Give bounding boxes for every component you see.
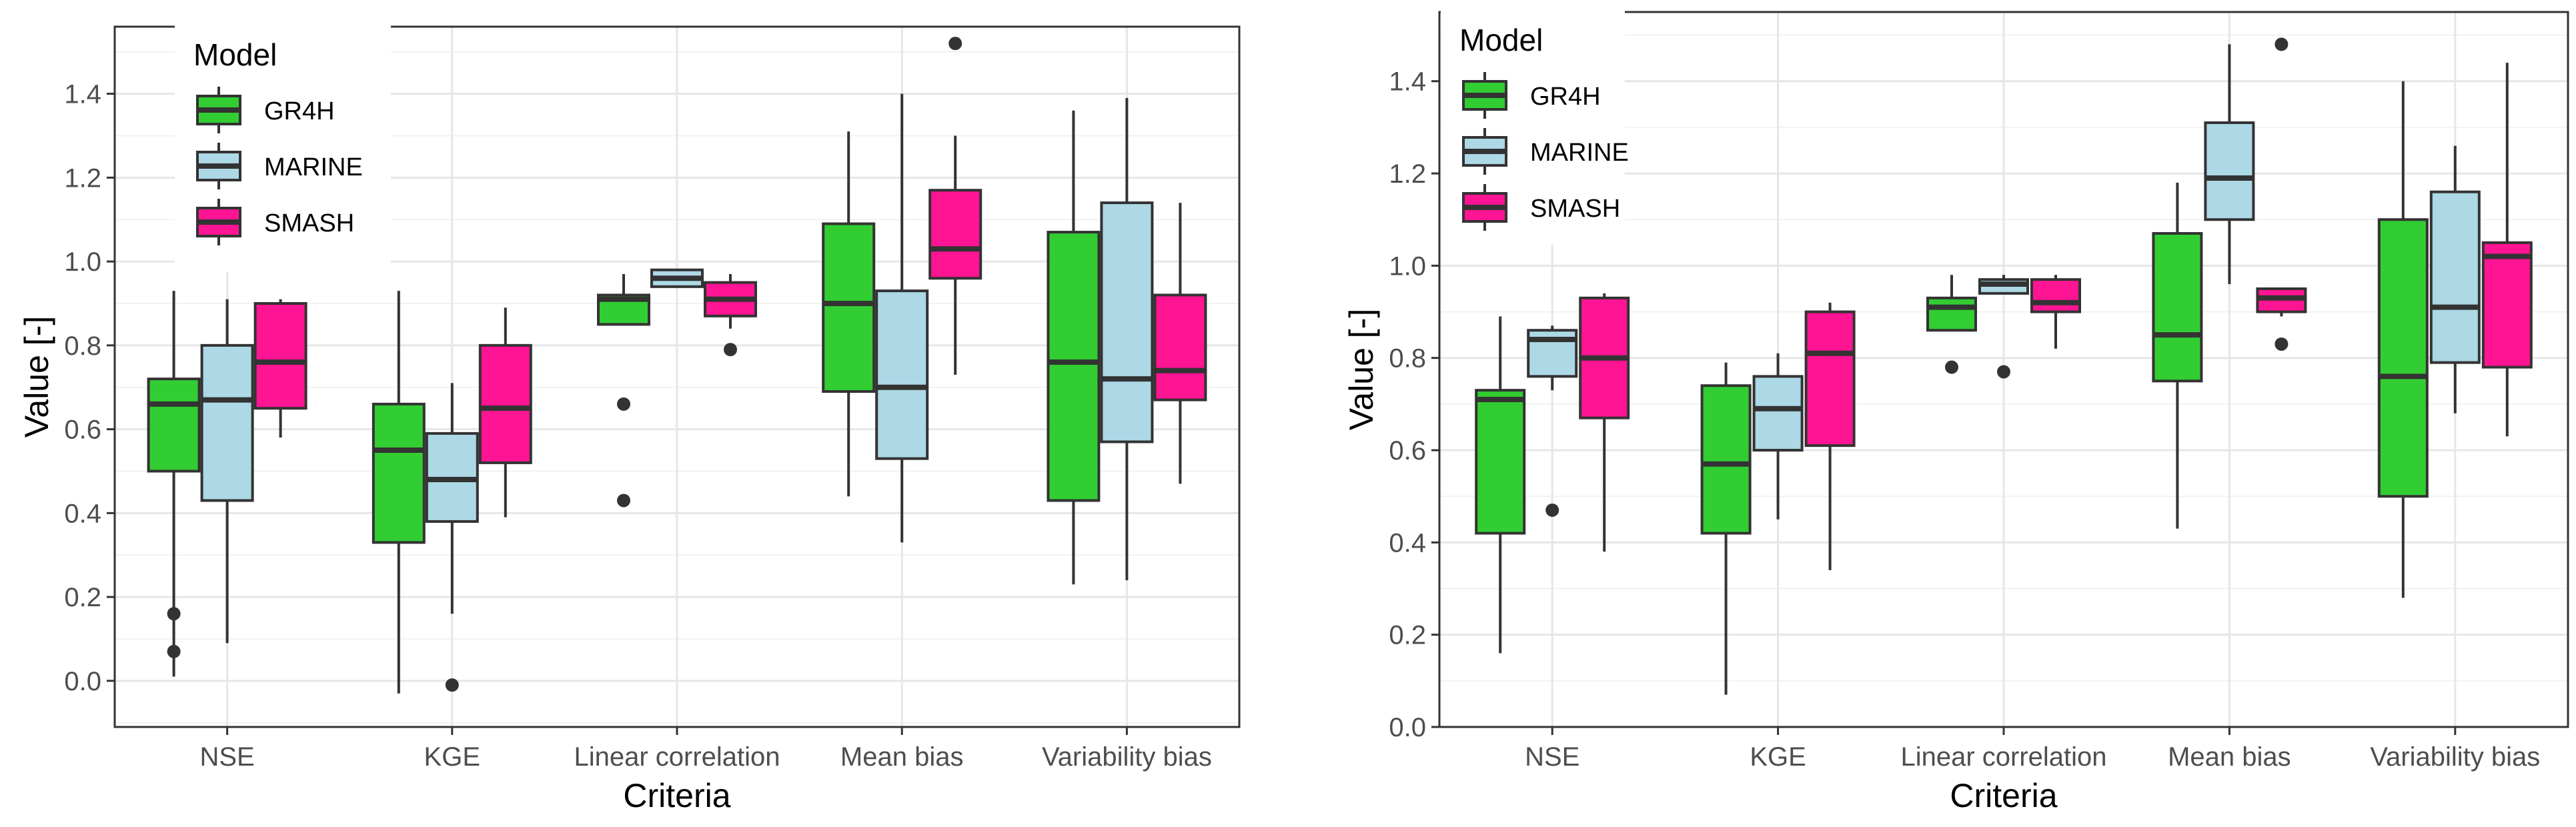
x-axis: NSE KGE Linear correlation Mean bias Variabi… <box>199 727 1212 772</box>
y-tick-label: 0.6 <box>1389 436 1426 466</box>
box-body <box>1752 375 1804 452</box>
outlier-point <box>1945 360 1958 374</box>
legend-label-marine: MARINE <box>264 153 363 181</box>
y-axis-title: Value [-] <box>1343 309 1380 431</box>
boxplot-chart-left: 0.0 0.2 0.4 0.6 0.8 1.0 1.2 1.4 NSE KGE Linear cor… <box>18 25 1241 814</box>
box-body <box>2481 241 2533 369</box>
series-marine <box>1527 44 2481 520</box>
y-axis: 0.0 0.2 0.4 0.6 0.8 1.0 1.2 1.4 <box>1389 67 1439 742</box>
y-tick-label: 1.0 <box>64 247 101 277</box>
outlier-point <box>1997 365 2010 379</box>
y-tick-label: 0.8 <box>1389 344 1426 373</box>
box-body <box>1475 389 1526 535</box>
box-body <box>372 402 426 544</box>
x-tick-label: Mean bias <box>840 742 964 772</box>
outlier-point <box>724 343 737 357</box>
x-tick-label: Mean bias <box>2168 742 2291 772</box>
box-body <box>2429 190 2481 364</box>
x-tick-label: KGE <box>1750 742 1806 772</box>
x-tick-label: NSE <box>1525 742 1579 772</box>
y-tick-label: 0.8 <box>64 331 101 361</box>
legend-label-smash: SMASH <box>264 209 354 237</box>
box-body <box>1700 384 1752 535</box>
x-axis-title: Criteria <box>1950 777 2057 814</box>
outlier-point <box>167 644 181 658</box>
y-tick-label: 0.0 <box>64 667 101 696</box>
series-gr4h <box>1475 81 2429 695</box>
x-tick-label: Linear correlation <box>574 742 780 772</box>
outlier-point <box>167 607 181 621</box>
x-axis: NSE KGE Linear correlation Mean bias Variabi… <box>1525 727 2540 772</box>
box-body <box>822 222 876 393</box>
y-tick-label: 0.6 <box>64 416 101 445</box>
y-tick-label: 0.4 <box>64 499 101 528</box>
y-axis-title: Value [-] <box>18 316 55 438</box>
x-tick-label: KGE <box>424 742 480 772</box>
series-smash <box>253 37 1207 518</box>
box-body <box>147 377 201 473</box>
y-tick-label: 1.2 <box>1389 159 1426 189</box>
y-axis: 0.0 0.2 0.4 0.6 0.8 1.0 1.2 1.4 <box>64 80 115 696</box>
y-tick-label: 1.4 <box>1389 67 1426 97</box>
box-body <box>253 301 307 410</box>
y-tick-label: 0.4 <box>1389 528 1426 558</box>
y-tick-label: 1.0 <box>1389 251 1426 281</box>
outlier-point <box>1545 503 1559 517</box>
outlier-point <box>2275 37 2289 51</box>
y-tick-label: 1.2 <box>64 163 101 193</box>
y-tick-label: 0.2 <box>1389 621 1426 650</box>
box-body <box>2030 278 2081 313</box>
box-body <box>1926 296 1977 332</box>
box-body <box>478 343 532 464</box>
outlier-point <box>2275 337 2289 351</box>
y-tick-label: 0.0 <box>1389 713 1426 742</box>
box-body <box>1047 231 1101 502</box>
box-body <box>1100 201 1154 444</box>
x-tick-label: Variability bias <box>2370 742 2540 772</box>
legend: Model GR4H MARINE SMASH <box>1441 11 1629 244</box>
outlier-point <box>617 397 630 411</box>
legend-label-gr4h: GR4H <box>264 97 335 125</box>
x-tick-label: Variability bias <box>1042 742 1212 772</box>
legend-label-marine: MARINE <box>1530 139 1629 167</box>
box-body <box>200 343 254 502</box>
box-body <box>2377 218 2429 498</box>
outlier-point <box>948 37 962 51</box>
x-tick-label: Linear correlation <box>1900 742 2106 772</box>
legend-label-smash: SMASH <box>1530 195 1620 223</box>
legend-title: Model <box>193 37 277 72</box>
x-tick-label: NSE <box>199 742 254 772</box>
x-axis-title: Criteria <box>623 777 730 814</box>
box-body <box>875 289 929 460</box>
outlier-point <box>617 494 630 508</box>
legend: Model GR4H MARINE SMASH <box>175 25 391 272</box>
box-body <box>928 189 983 280</box>
box-body <box>1804 310 1856 448</box>
legend-title: Model <box>1459 23 1543 57</box>
outlier-point <box>445 678 459 692</box>
y-tick-label: 0.2 <box>64 583 101 612</box>
box-body <box>2204 121 2255 221</box>
boxplot-chart-right: 0.0 0.2 0.4 0.6 0.8 1.0 1.2 1.4 NSE KGE Linear cor… <box>1343 11 2569 814</box>
y-tick-label: 1.4 <box>64 80 101 109</box>
series-marine <box>200 93 1154 692</box>
legend-label-gr4h: GR4H <box>1530 83 1601 111</box>
box-body <box>1153 293 1207 401</box>
box-body <box>2152 231 2203 383</box>
series-smash <box>1579 37 2533 570</box>
series-gr4h <box>147 110 1101 694</box>
